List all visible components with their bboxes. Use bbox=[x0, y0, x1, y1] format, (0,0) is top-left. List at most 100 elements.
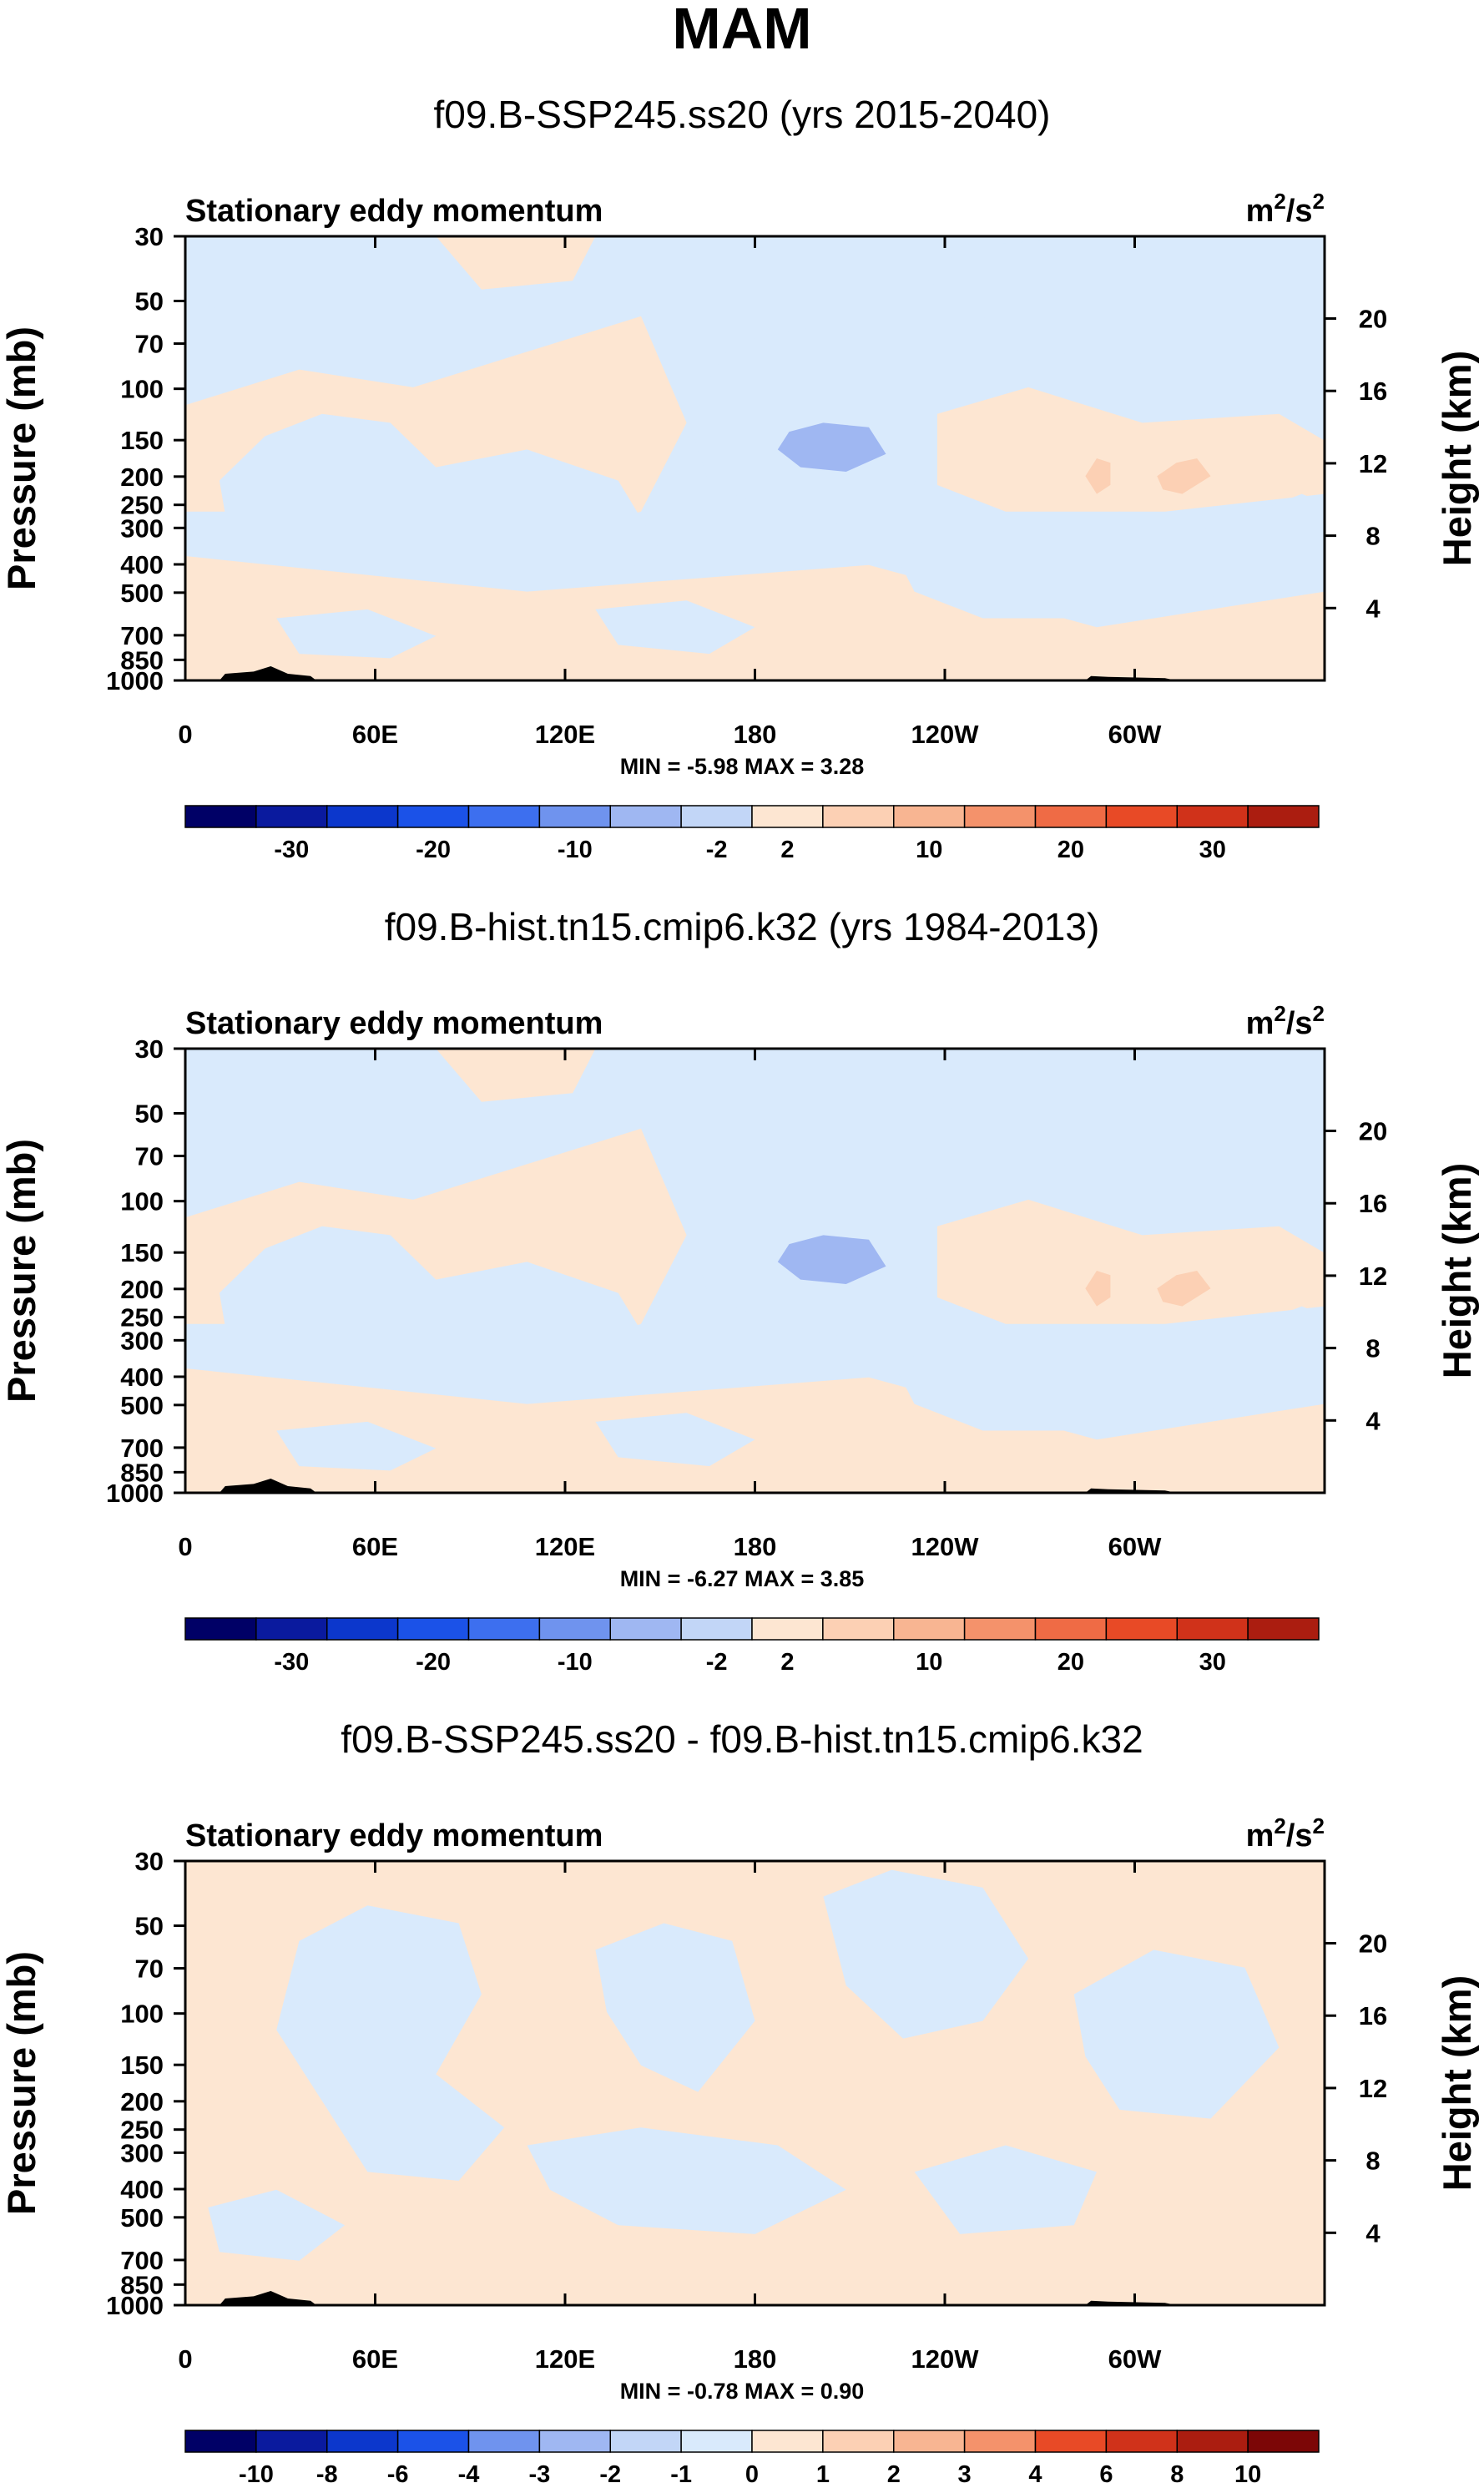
right-axis-title: Height (km) bbox=[1435, 1163, 1479, 1379]
units-label: m2/s2 bbox=[1246, 1001, 1325, 1041]
colorbar-box bbox=[963, 805, 1037, 828]
colorbar-label: 2 bbox=[780, 837, 794, 863]
colorbar-box bbox=[1105, 2430, 1178, 2453]
x-tick-label: 0 bbox=[178, 1532, 192, 1561]
colorbar-box bbox=[1176, 805, 1249, 828]
colorbar-box bbox=[893, 805, 966, 828]
topography bbox=[185, 2291, 1325, 2305]
height-tick-label: 8 bbox=[1365, 1334, 1380, 1363]
colorbar-box bbox=[255, 2430, 328, 2453]
units-part: 2 bbox=[1274, 1813, 1285, 1838]
colorbar-label: -4 bbox=[458, 2461, 480, 2483]
y-tick-label: 400 bbox=[120, 1363, 164, 1392]
y-tick-label: 250 bbox=[120, 2116, 164, 2145]
y-tick-label: 850 bbox=[120, 1458, 164, 1487]
colorbar-box bbox=[963, 2430, 1037, 2453]
colorbar-label: -30 bbox=[274, 1649, 309, 1676]
height-tick-label: 20 bbox=[1359, 305, 1387, 334]
colorbar-box bbox=[1034, 2430, 1108, 2453]
x-tick-label: 60E bbox=[352, 720, 398, 749]
units-label: m2/s2 bbox=[1246, 1813, 1325, 1853]
x-tick-label: 180 bbox=[734, 1532, 777, 1561]
colorbar-box bbox=[467, 805, 541, 828]
colorbar-box bbox=[467, 1617, 541, 1641]
panel-title: f09.B-SSP245.ss20 (yrs 2015-2040) bbox=[434, 93, 1051, 136]
y-tick-label: 850 bbox=[120, 2270, 164, 2299]
colorbar-box bbox=[680, 805, 753, 828]
colorbar-box bbox=[396, 2430, 470, 2453]
warm-region bbox=[436, 1049, 596, 1102]
cool-region bbox=[914, 236, 1325, 392]
colorbar-box bbox=[751, 805, 824, 828]
colorbar-label: 10 bbox=[1234, 2461, 1261, 2483]
colorbar-box bbox=[1034, 1617, 1108, 1641]
colorbar-box bbox=[1247, 1617, 1320, 1641]
units-part: /s bbox=[1286, 1818, 1313, 1853]
colorbar-label: 3 bbox=[958, 2461, 972, 2483]
colorbar-box bbox=[184, 805, 257, 828]
y-tick-label: 100 bbox=[120, 375, 164, 404]
figure-title: MAM bbox=[672, 0, 811, 61]
stats-text: MIN = -6.27 MAX = 3.85 bbox=[620, 1566, 865, 1591]
y-tick-label: 700 bbox=[120, 621, 164, 650]
colorbar-box bbox=[1176, 2430, 1249, 2453]
panel-left-label: Stationary eddy momentum bbox=[185, 1006, 603, 1041]
colorbar-box bbox=[609, 1617, 682, 1641]
colorbar-label: -10 bbox=[239, 2461, 274, 2483]
units-part: /s bbox=[1286, 194, 1313, 229]
colorbar-box bbox=[822, 1617, 895, 1641]
colorbar-label: -30 bbox=[274, 837, 309, 863]
colorbar-label: 2 bbox=[887, 2461, 901, 2483]
height-tick-label: 16 bbox=[1359, 2001, 1387, 2030]
colorbar-label: -8 bbox=[316, 2461, 338, 2483]
units-part: 2 bbox=[1313, 189, 1325, 214]
colorbar-label: -1 bbox=[670, 2461, 692, 2483]
y-axis-title: Pressure (mb) bbox=[0, 1139, 43, 1403]
warm-core-region bbox=[1157, 458, 1211, 494]
colorbar-box bbox=[751, 2430, 824, 2453]
colorbar-label: -2 bbox=[706, 1649, 728, 1676]
colorbar-box bbox=[396, 1617, 470, 1641]
height-tick-label: 4 bbox=[1365, 1406, 1381, 1435]
units-label: m2/s2 bbox=[1246, 189, 1325, 229]
colorbar-box bbox=[396, 805, 470, 828]
warm-core-region bbox=[1085, 1271, 1111, 1307]
height-tick-label: 12 bbox=[1359, 1262, 1387, 1291]
warm-region bbox=[185, 556, 1325, 680]
colorbar-label: 20 bbox=[1057, 1649, 1084, 1676]
height-tick-label: 12 bbox=[1359, 449, 1387, 478]
x-tick-label: 60W bbox=[1108, 720, 1162, 749]
height-tick-label: 16 bbox=[1359, 1189, 1387, 1218]
y-tick-label: 50 bbox=[135, 287, 164, 316]
colorbar-box bbox=[184, 2430, 257, 2453]
y-tick-label: 200 bbox=[120, 1275, 164, 1304]
colorbar-box bbox=[1034, 805, 1108, 828]
colorbar-label: 0 bbox=[745, 2461, 759, 2483]
cool-core-region bbox=[777, 422, 886, 472]
y-tick-label: 30 bbox=[135, 1034, 164, 1064]
colorbar-box bbox=[751, 1617, 824, 1641]
colorbar-box bbox=[680, 2430, 753, 2453]
y-axis-title: Pressure (mb) bbox=[0, 326, 43, 590]
y-tick-label: 700 bbox=[120, 2246, 164, 2275]
colorbar-box bbox=[538, 1617, 611, 1641]
y-tick-label: 100 bbox=[120, 2000, 164, 2029]
height-tick-label: 20 bbox=[1359, 1929, 1387, 1959]
colorbar-box bbox=[326, 805, 399, 828]
x-tick-label: 120E bbox=[535, 2344, 595, 2374]
panel-1: f09.B-SSP245.ss20 (yrs 2015-2040) Station… bbox=[0, 93, 1479, 863]
cool-core-region bbox=[777, 1235, 886, 1284]
panel-title: f09.B-SSP245.ss20 - f09.B-hist.tn15.cmip… bbox=[341, 1717, 1143, 1761]
units-part: 2 bbox=[1274, 1001, 1285, 1026]
height-tick-label: 20 bbox=[1359, 1117, 1387, 1146]
cool-region bbox=[276, 1905, 505, 2181]
y-tick-label: 500 bbox=[120, 2203, 164, 2233]
units-part: m bbox=[1246, 1006, 1275, 1041]
y-tick-label: 500 bbox=[120, 1391, 164, 1420]
panel-3: f09.B-SSP245.ss20 - f09.B-hist.tn15.cmip… bbox=[0, 1717, 1479, 2483]
x-tick-label: 180 bbox=[734, 720, 777, 749]
colorbar-box bbox=[609, 2430, 682, 2453]
y-tick-label: 70 bbox=[135, 330, 164, 359]
colorbar-box bbox=[538, 2430, 611, 2453]
